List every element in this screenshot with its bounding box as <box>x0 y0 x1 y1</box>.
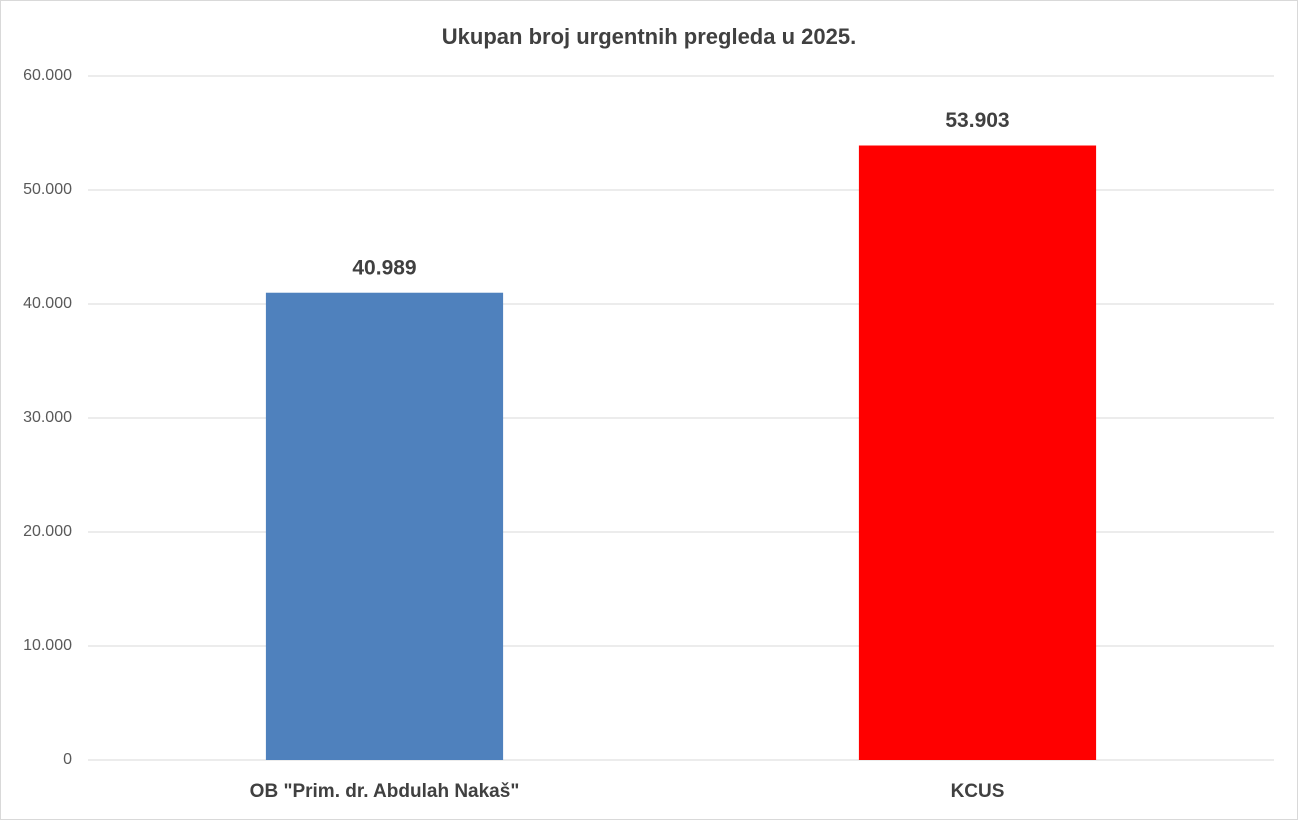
x-tick-label: KCUS <box>951 781 1005 802</box>
y-tick-label: 60.000 <box>23 67 72 84</box>
y-tick-label: 50.000 <box>23 181 72 198</box>
y-tick-label: 20.000 <box>23 523 72 540</box>
value-label: 53.903 <box>945 109 1009 132</box>
value-label: 40.989 <box>352 256 416 279</box>
x-tick-label: OB "Prim. dr. Abdulah Nakaš" <box>250 781 520 802</box>
y-tick-label: 30.000 <box>23 409 72 426</box>
y-tick-label: 40.000 <box>23 295 72 312</box>
bar <box>265 292 504 760</box>
y-tick-label: 10.000 <box>23 637 72 654</box>
y-tick-label: 0 <box>63 751 72 768</box>
bar <box>858 145 1097 760</box>
chart-title: Ukupan broj urgentnih pregleda u 2025. <box>442 24 856 49</box>
